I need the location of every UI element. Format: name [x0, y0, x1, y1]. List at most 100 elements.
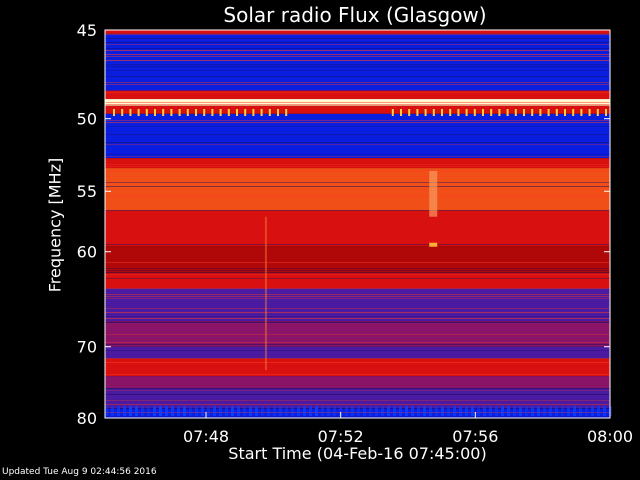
noise-speck [231, 406, 234, 416]
chart-title: Solar radio Flux (Glasgow) [223, 3, 487, 27]
channel-streak [105, 270, 610, 271]
noise-speck [171, 406, 174, 416]
spike-mark [424, 108, 427, 116]
spike-mark [277, 108, 279, 116]
channel-streak [105, 362, 610, 363]
spike-mark [596, 108, 599, 116]
channel-streak [105, 182, 610, 183]
spike-mark [252, 108, 255, 116]
spike-mark [260, 108, 263, 116]
spike-mark [531, 108, 534, 116]
channel-streak [105, 404, 610, 405]
band-9 [105, 246, 610, 274]
x-axis-label: Start Time (04-Feb-16 07:45:00) [228, 444, 487, 463]
spike-mark [523, 108, 525, 116]
noise-speck [405, 406, 408, 416]
channel-streak [105, 76, 610, 77]
y-tick-label: 80 [77, 409, 97, 428]
noise-speck [585, 406, 588, 416]
noise-speck [501, 406, 504, 416]
noise-speck [459, 406, 462, 416]
spike-mark [408, 108, 411, 116]
noise-speck [387, 406, 390, 416]
noise-speck [345, 406, 348, 416]
channel-streak [105, 104, 610, 105]
noise-speck [153, 406, 156, 416]
channel-streak [105, 60, 610, 61]
spike-mark [416, 108, 419, 116]
x-tick-label: 08:00 [587, 427, 633, 446]
noise-speck [123, 406, 126, 416]
channel-streak [105, 196, 610, 197]
noise-speck [333, 406, 336, 416]
spike-mark [121, 108, 124, 116]
channel-streak [105, 164, 610, 165]
band-15 [105, 376, 610, 389]
noise-speck [471, 406, 474, 416]
noise-speck [543, 406, 546, 416]
channel-streak [105, 154, 610, 155]
noise-speck [495, 406, 498, 416]
spike-mark [203, 108, 206, 116]
channel-streak [105, 134, 610, 135]
channel-streak [105, 126, 610, 127]
burst-feature [429, 170, 438, 217]
channel-streak [105, 50, 610, 51]
channel-streak [105, 172, 610, 173]
burst-spot [429, 242, 438, 247]
band-11 [105, 288, 610, 322]
spike-mark [580, 108, 583, 116]
interference-line [264, 216, 267, 371]
spike-mark [129, 108, 132, 116]
spike-mark [490, 108, 493, 116]
channel-streak [105, 358, 610, 359]
noise-speck [351, 406, 354, 416]
band-17 [105, 408, 610, 418]
x-tick-label: 07:52 [318, 427, 364, 446]
spike-mark [564, 108, 566, 116]
y-tick-label: 60 [77, 243, 97, 262]
channel-streak [105, 394, 610, 395]
noise-speck [159, 406, 162, 416]
noise-speck [363, 406, 366, 416]
band-13 [105, 346, 610, 359]
noise-speck [165, 406, 168, 416]
noise-speck [261, 406, 264, 416]
noise-speck [531, 406, 534, 416]
channel-streak [105, 296, 610, 297]
noise-speck [255, 406, 258, 416]
channel-streak [105, 82, 610, 83]
channel-streak [105, 122, 610, 123]
channel-streak [105, 308, 610, 309]
spike-mark [145, 108, 148, 116]
noise-speck [315, 406, 318, 416]
channel-streak [105, 344, 610, 345]
noise-speck [573, 406, 576, 416]
spike-mark [400, 108, 402, 116]
band-5 [105, 113, 610, 159]
noise-speck [225, 406, 228, 416]
channel-streak [105, 412, 610, 413]
noise-speck [435, 406, 438, 416]
noise-speck [249, 406, 252, 416]
noise-speck [201, 406, 204, 416]
channel-streak [105, 268, 610, 269]
noise-speck [399, 406, 402, 416]
noise-speck [567, 406, 570, 416]
spike-mark [465, 108, 468, 116]
noise-speck [135, 406, 138, 416]
noise-speck [339, 406, 342, 416]
spike-mark [572, 108, 575, 116]
noise-speck [177, 406, 180, 416]
channel-streak [105, 274, 610, 275]
noise-speck [327, 406, 330, 416]
spike-mark [170, 108, 173, 116]
noise-speck [393, 406, 396, 416]
channel-streak [105, 102, 610, 103]
noise-speck [429, 406, 432, 416]
spike-mark [162, 108, 165, 116]
noise-speck [411, 406, 414, 416]
spike-mark [539, 108, 542, 116]
channel-streak [105, 312, 610, 313]
noise-speck [555, 406, 558, 416]
